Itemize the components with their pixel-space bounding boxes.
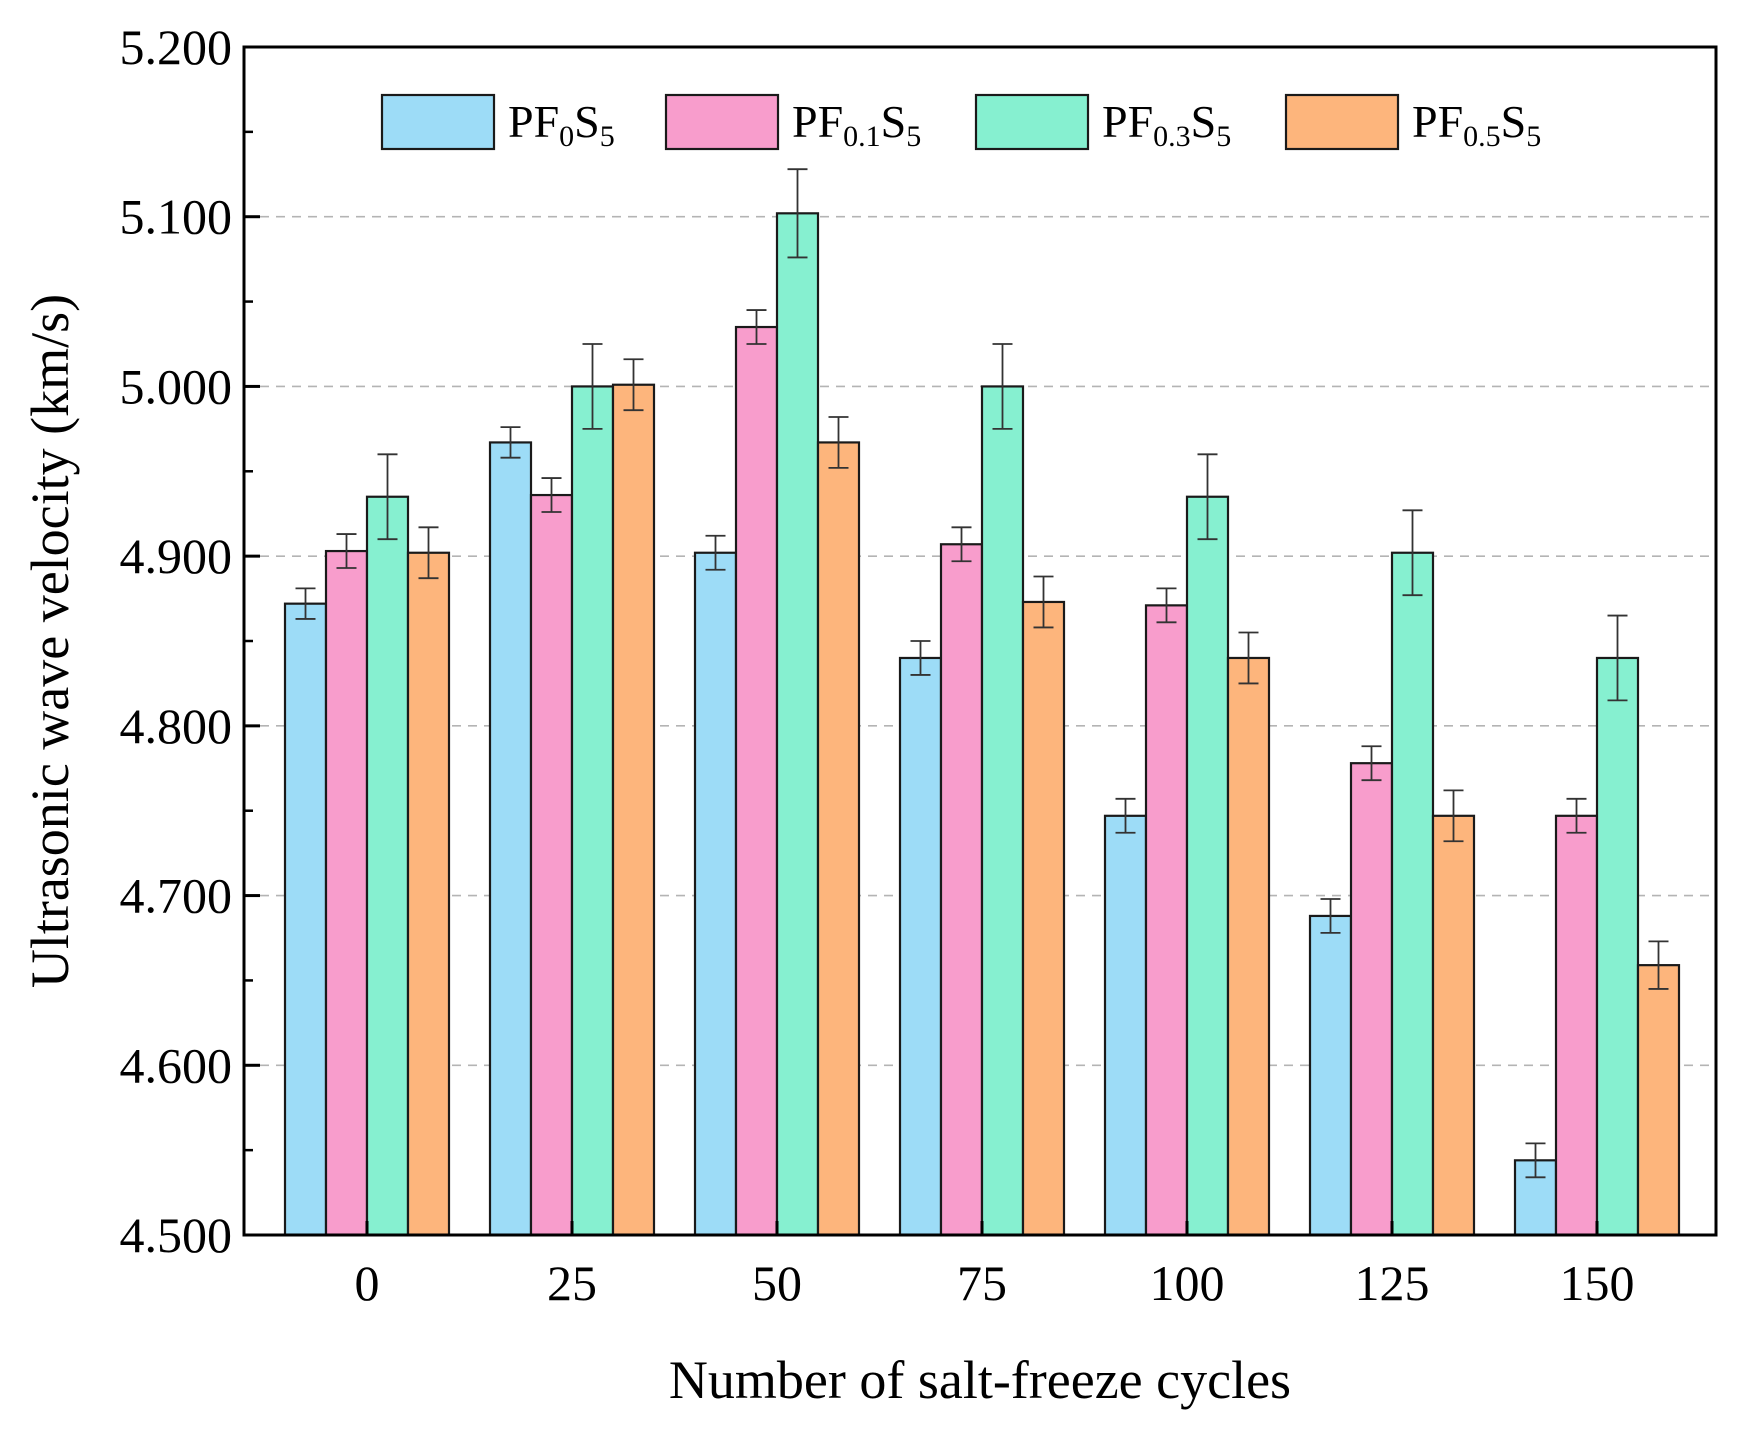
errorbar-PF0.1S5-125 (1361, 745, 1382, 782)
bar-PF0.1S5-75 (939, 543, 984, 1237)
errorbar-PF0.1S5-100 (1156, 587, 1177, 624)
x-axis-title: Number of salt-freeze cycles (669, 1350, 1291, 1410)
errorbar-PF0.5S5-100 (1238, 631, 1259, 685)
bar-PF0.3S5-50 (775, 212, 820, 1237)
errorbar-PF0.5S5-125 (1443, 789, 1464, 843)
bar-PF0.5S5-75 (1021, 600, 1066, 1237)
errorbar-PF0.5S5-75 (1033, 575, 1054, 629)
errorbar-PF0.1S5-150 (1566, 797, 1587, 834)
errorbar-PF0S5-150 (1525, 1142, 1546, 1179)
bar-PF0S5-125 (1308, 914, 1353, 1237)
errorbar-PF0S5-25 (500, 426, 521, 459)
x-tick-label: 125 (1355, 1255, 1430, 1311)
legend-label: PF0.1S5 (792, 96, 921, 153)
bar-PF0.1S5-0 (324, 549, 369, 1237)
bar-PF0.5S5-125 (1431, 814, 1476, 1237)
bar-PF0.5S5-25 (611, 383, 656, 1237)
errorbar-PF0.5S5-0 (418, 526, 439, 580)
y-tick-label: 5.000 (120, 358, 233, 414)
legend-swatch (664, 93, 780, 151)
bar-PF0.1S5-125 (1349, 762, 1394, 1237)
bar-PF0.3S5-0 (365, 495, 410, 1237)
bar-PF0S5-100 (1103, 814, 1148, 1237)
errorbar-PF0.5S5-50 (828, 416, 849, 469)
bar-PF0.3S5-125 (1390, 551, 1435, 1237)
bar-PF0.1S5-25 (529, 493, 574, 1237)
errorbar-PF0.3S5-50 (787, 168, 808, 259)
y-axis-title: Ultrasonic wave velocity (km/s) (20, 294, 80, 988)
bar-PF0.3S5-75 (980, 385, 1025, 1237)
legend-swatch (380, 93, 496, 151)
x-tick-label: 100 (1150, 1255, 1225, 1311)
errorbar-PF0.3S5-75 (992, 343, 1013, 430)
x-tick-label: 0 (355, 1255, 380, 1311)
errorbar-PF0.5S5-25 (623, 358, 644, 412)
bar-PF0S5-50 (693, 551, 738, 1237)
y-tick-label: 4.900 (120, 528, 233, 584)
x-tick-label: 150 (1560, 1255, 1635, 1311)
legend-item-PF0.3S5: PF0.3S5 (974, 93, 1231, 153)
y-tick-label: 5.200 (120, 19, 233, 75)
errorbar-PF0.3S5-25 (582, 343, 603, 430)
errorbar-PF0S5-75 (910, 640, 931, 676)
bar-PF0.5S5-100 (1226, 656, 1271, 1237)
errorbar-PF0S5-0 (295, 587, 316, 620)
bar-PF0.3S5-150 (1595, 656, 1640, 1237)
legend-swatch (974, 93, 1090, 151)
errorbar-PF0.1S5-25 (541, 477, 562, 513)
bar-PF0.5S5-150 (1636, 964, 1681, 1237)
errorbar-PF0S5-125 (1320, 898, 1341, 934)
legend-swatch (1284, 93, 1400, 151)
legend-item-PF0S5: PF0S5 (380, 93, 615, 153)
x-tick-label: 75 (957, 1255, 1007, 1311)
legend-label: PF0.3S5 (1102, 96, 1231, 153)
errorbar-PF0.3S5-150 (1607, 614, 1628, 702)
legend: PF0S5 PF0.1S5 PF0.3S5 PF0.5S5 (380, 93, 1541, 153)
errorbar-PF0.3S5-100 (1197, 453, 1218, 541)
errorbar-PF0S5-100 (1115, 797, 1136, 834)
errorbar-PF0.1S5-50 (746, 309, 767, 345)
y-tick-label: 4.700 (120, 868, 233, 924)
x-tick-label: 50 (752, 1255, 802, 1311)
legend-item-PF0.1S5: PF0.1S5 (664, 93, 921, 153)
bar-PF0.1S5-100 (1144, 604, 1189, 1237)
y-tick-label: 5.100 (120, 189, 233, 245)
errorbar-PF0.1S5-0 (336, 533, 357, 569)
error-bars (295, 168, 1669, 1179)
bar-PF0.3S5-25 (570, 385, 615, 1237)
bar-PF0S5-75 (898, 656, 943, 1237)
legend-label: PF0S5 (508, 96, 615, 153)
y-tick-label: 4.500 (120, 1207, 233, 1263)
bar-PF0S5-25 (488, 441, 533, 1237)
errorbar-PF0S5-50 (705, 534, 726, 571)
legend-label: PF0.5S5 (1412, 96, 1541, 153)
bar-PF0.5S5-0 (406, 551, 451, 1237)
axis-ticks: 4.500 4.600 4.700 4.800 4.900 5.000 5.100 5.200… (120, 19, 1635, 1311)
errorbar-PF0.3S5-0 (377, 453, 398, 541)
y-tick-label: 4.800 (120, 698, 233, 754)
errorbar-PF0.5S5-150 (1648, 940, 1669, 990)
errorbar-PF0.3S5-125 (1402, 509, 1423, 597)
errorbar-PF0.1S5-75 (951, 526, 972, 563)
bar-PF0S5-0 (283, 602, 328, 1237)
legend-item-PF0.5S5: PF0.5S5 (1284, 93, 1541, 153)
x-tick-label: 25 (547, 1255, 597, 1311)
bars (283, 212, 1681, 1237)
bar-PF0.5S5-50 (816, 441, 861, 1237)
bar-PF0.1S5-50 (734, 325, 779, 1237)
bar-PF0.3S5-100 (1185, 495, 1230, 1237)
y-tick-label: 4.600 (120, 1037, 233, 1093)
bar-PF0.1S5-150 (1554, 814, 1599, 1237)
